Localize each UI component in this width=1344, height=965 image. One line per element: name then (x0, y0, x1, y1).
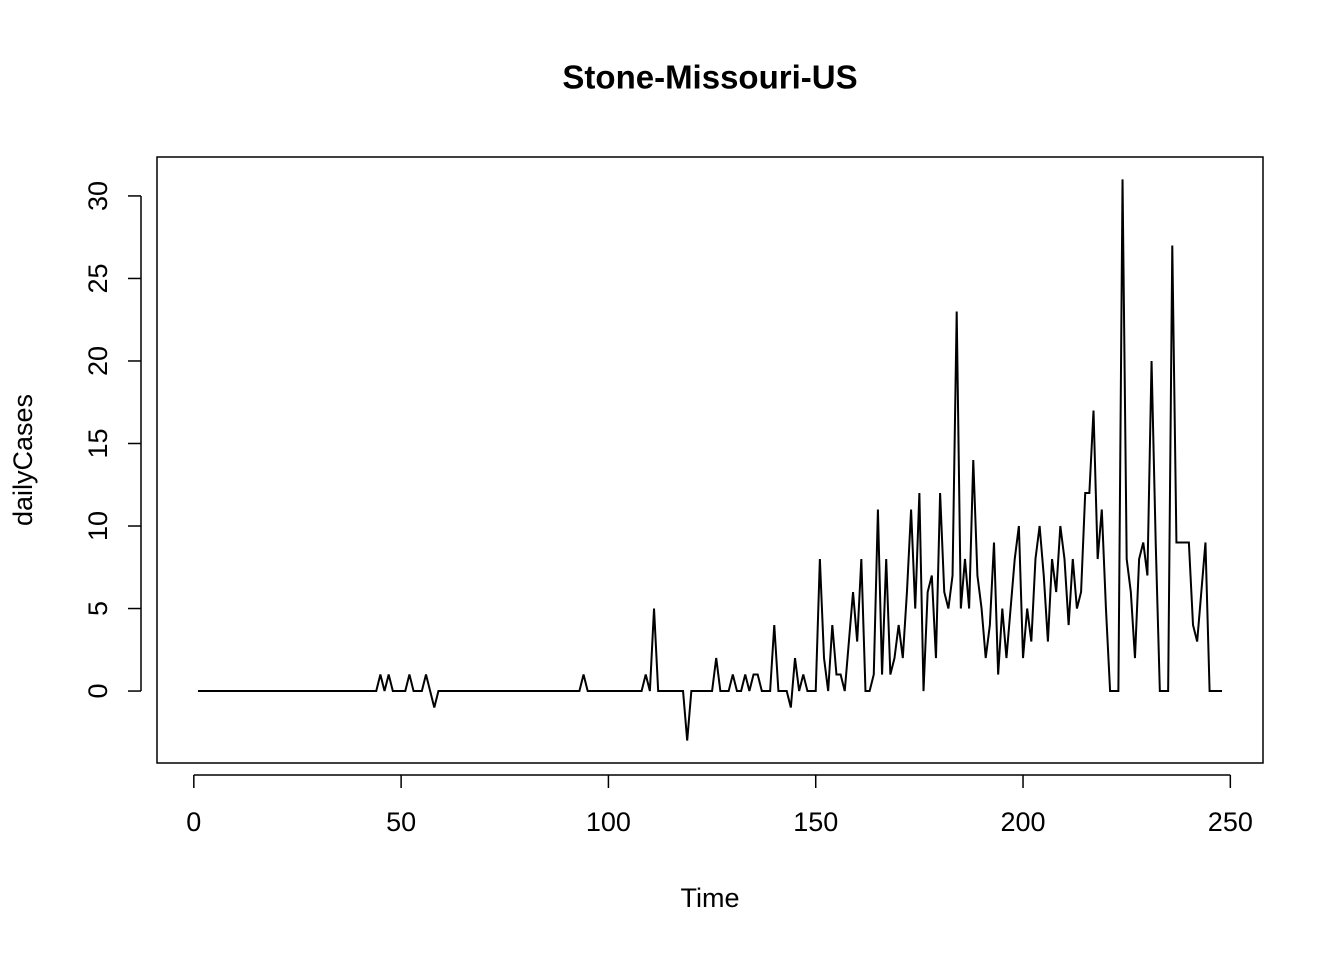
x-tick-label: 50 (386, 807, 416, 837)
x-tick-label: 0 (186, 807, 201, 837)
x-tick-label: 250 (1208, 807, 1253, 837)
y-tick-label: 0 (83, 684, 113, 699)
y-tick-label: 15 (83, 428, 113, 458)
y-tick-label: 10 (83, 511, 113, 541)
y-tick-label: 25 (83, 263, 113, 293)
plot-frame (156, 156, 1264, 764)
x-tick-label: 200 (1000, 807, 1045, 837)
x-tick-label: 150 (793, 807, 838, 837)
chart-title: Stone-Missouri-US (562, 59, 857, 96)
x-axis-label: Time (681, 883, 740, 913)
y-tick-label: 20 (83, 346, 113, 376)
y-tick-label: 30 (83, 181, 113, 211)
y-tick-label: 5 (83, 601, 113, 616)
data-line (197, 179, 1223, 741)
y-axis-label: dailyCases (8, 394, 38, 526)
x-tick-label: 100 (586, 807, 631, 837)
